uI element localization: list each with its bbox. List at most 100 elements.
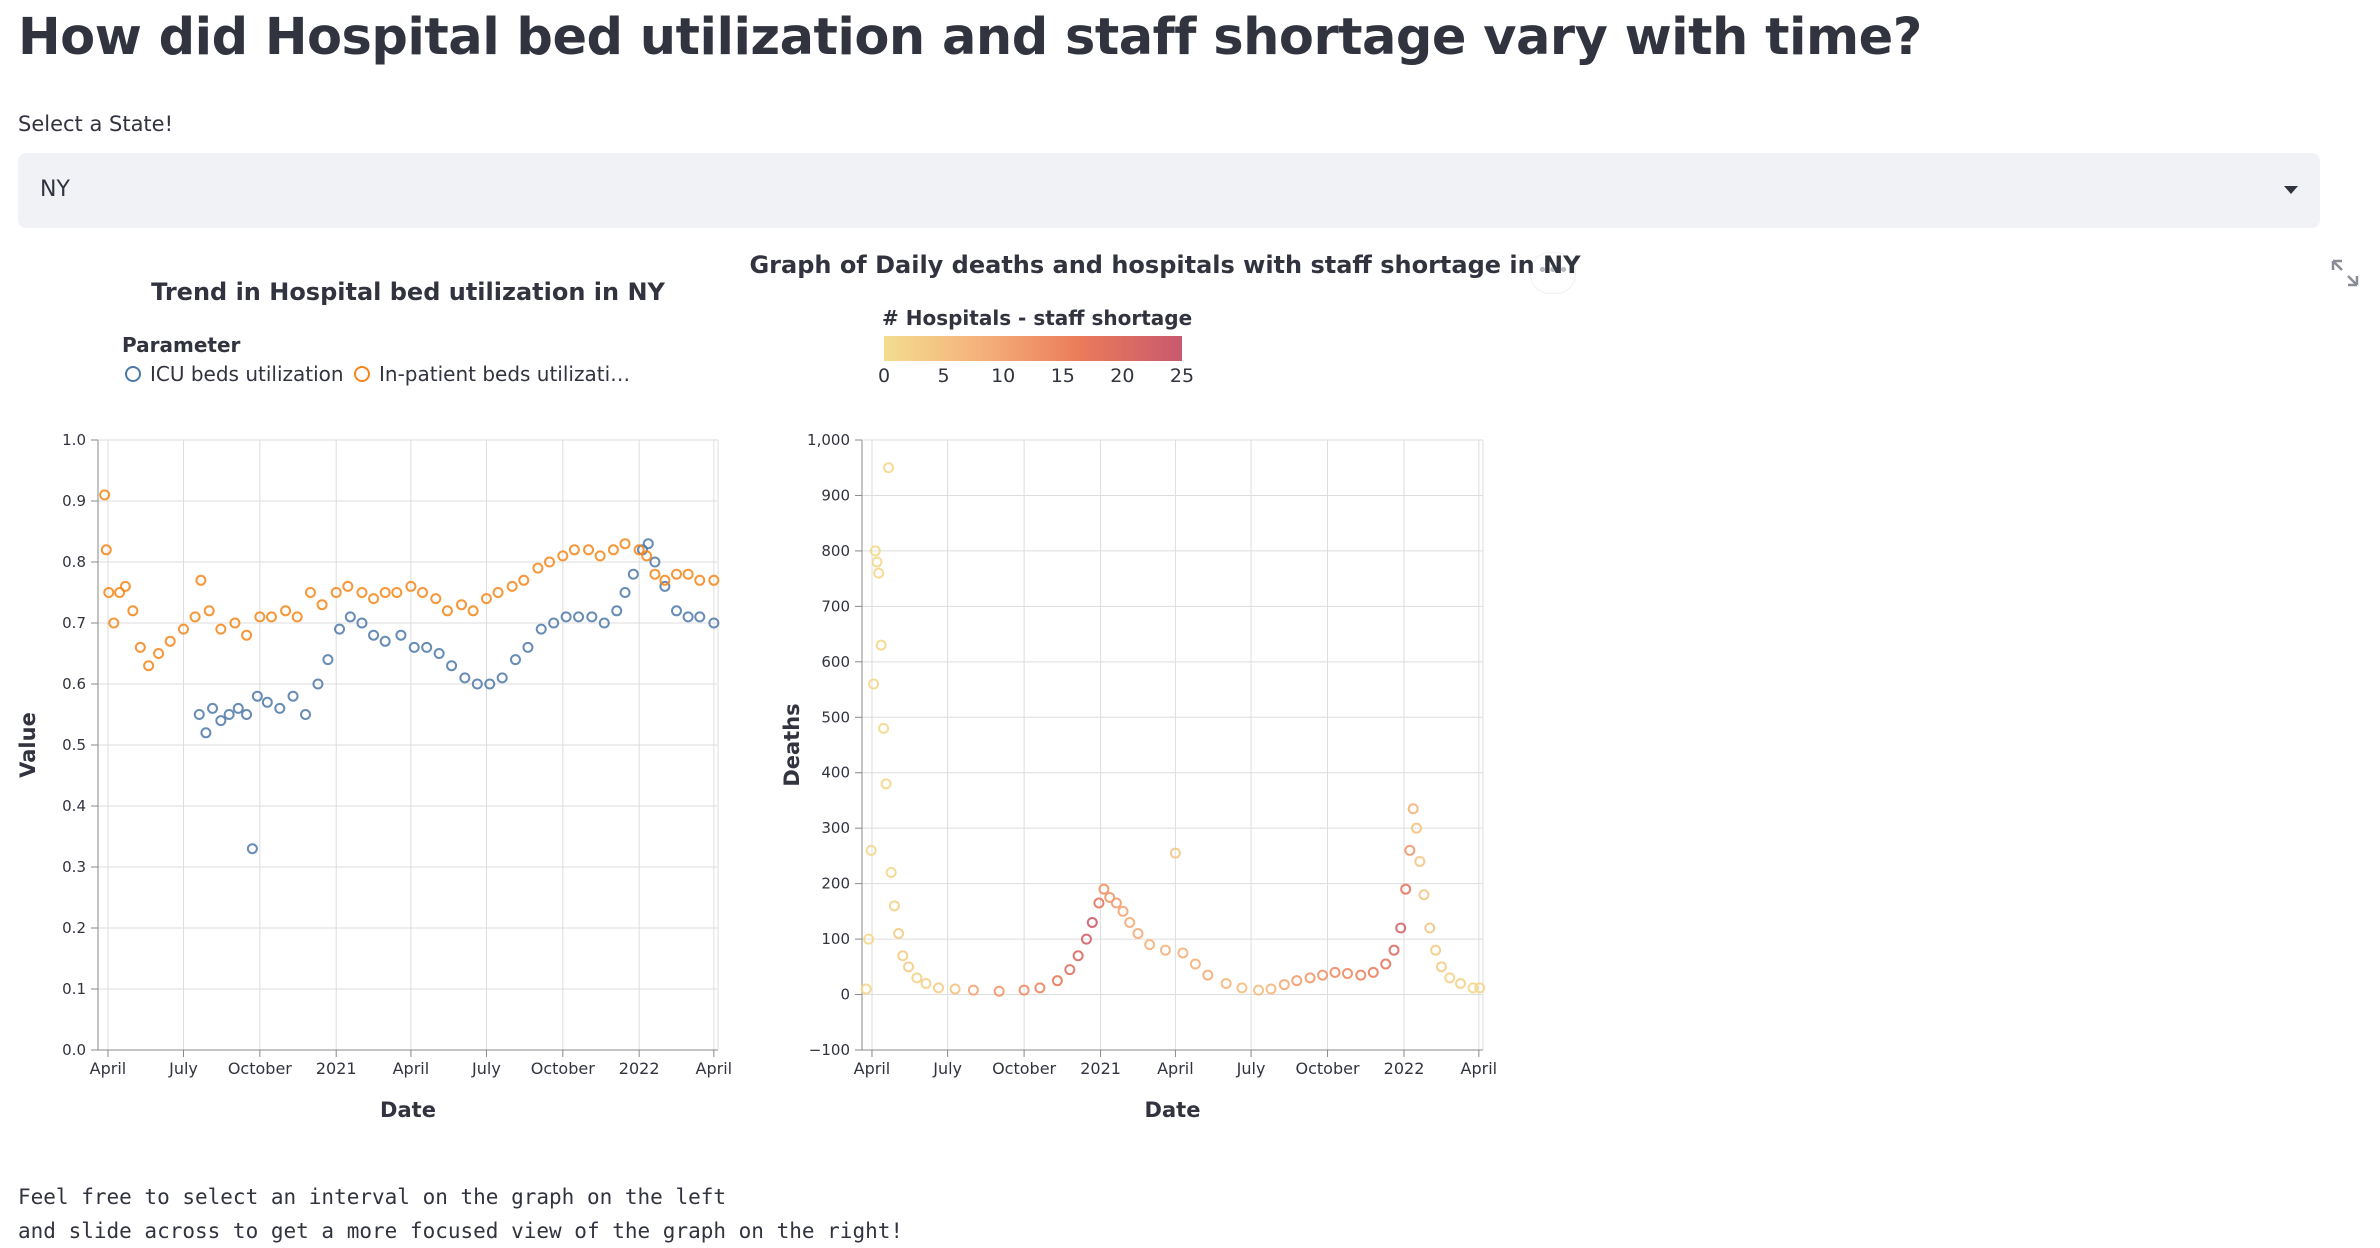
data-point <box>1317 969 1329 981</box>
data-point <box>878 722 890 734</box>
data-point <box>342 580 354 592</box>
data-point <box>888 900 900 912</box>
data-point <box>873 567 885 579</box>
x-tick-label: July <box>1236 1059 1266 1078</box>
data-point <box>496 672 508 684</box>
data-point <box>506 580 518 592</box>
data-point <box>893 928 905 940</box>
x-tick-label: April <box>90 1059 127 1078</box>
data-point <box>993 985 1005 997</box>
x-tick-label: October <box>228 1059 292 1078</box>
x-tick-label: October <box>531 1059 595 1078</box>
data-point <box>1278 979 1290 991</box>
data-point <box>1072 950 1084 962</box>
data-point <box>932 982 944 994</box>
data-point <box>1051 975 1063 987</box>
data-point <box>153 648 165 659</box>
x-tick-label: 2022 <box>619 1059 660 1078</box>
data-point <box>1435 961 1447 973</box>
data-point <box>682 611 694 623</box>
x-tick-label: April <box>1157 1059 1194 1078</box>
data-point <box>134 641 146 653</box>
data-point <box>659 574 671 586</box>
data-point <box>215 623 227 635</box>
data-point <box>1430 944 1442 956</box>
data-point <box>671 568 683 580</box>
chart-2: −100 0 100 200 300 400 500 600 700 800 900 1,000 Apr… <box>780 431 1497 1122</box>
data-point <box>518 574 530 586</box>
x-tick-label: October <box>992 1059 1056 1078</box>
data-point <box>223 709 235 720</box>
data-point <box>865 844 877 856</box>
data-point <box>920 977 932 989</box>
data-point <box>99 489 111 501</box>
y-tick-label: 0.2 <box>62 919 86 937</box>
data-point <box>299 709 311 720</box>
y-tick-label: 1.0 <box>62 431 86 449</box>
data-point <box>1018 984 1030 996</box>
data-point <box>911 972 923 984</box>
footer-note: Feel free to select an interval on the g… <box>18 1180 903 1248</box>
data-point <box>1132 928 1144 940</box>
y-tick-label: 0.9 <box>62 492 86 510</box>
data-point <box>860 983 872 995</box>
data-point <box>251 690 263 702</box>
data-point <box>368 593 380 605</box>
data-point <box>1177 947 1189 959</box>
data-point <box>287 690 299 702</box>
color-legend-tick-label: 15 <box>1051 365 1075 387</box>
data-point <box>1341 967 1353 979</box>
y-tick-label: 100 <box>821 930 850 948</box>
data-point <box>1159 944 1171 956</box>
legend-label: ICU beds utilization <box>150 362 344 386</box>
data-point <box>1291 975 1303 987</box>
data-point <box>304 587 316 598</box>
fullscreen-expand-icon[interactable] <box>2330 258 2360 288</box>
data-point <box>395 629 407 641</box>
data-point <box>544 556 556 568</box>
data-point <box>108 617 120 629</box>
data-point <box>1467 982 1479 994</box>
data-point <box>1124 916 1136 928</box>
data-point <box>344 611 356 623</box>
data-point <box>322 654 334 666</box>
data-point <box>456 599 468 611</box>
color-legend-tick-label: 0 <box>878 365 890 387</box>
chevron-down-icon <box>2284 186 2298 194</box>
data-point <box>280 605 292 617</box>
page-title: How did Hospital bed utilization and sta… <box>18 8 1922 67</box>
data-point <box>480 593 492 605</box>
data-point <box>641 550 653 562</box>
x-axis-title: Date <box>1145 1098 1201 1122</box>
data-point <box>532 562 544 574</box>
ellipsis-icon[interactable]: ••• <box>1530 252 1576 294</box>
data-point <box>627 568 639 580</box>
data-point <box>229 617 241 629</box>
data-point <box>619 538 631 550</box>
y-tick-label: 0.0 <box>62 1041 86 1059</box>
data-point <box>246 843 258 855</box>
state-select-label: Select a State! <box>18 112 174 136</box>
color-legend-tick-label: 25 <box>1170 365 1194 387</box>
data-point <box>484 678 496 690</box>
data-point <box>659 580 671 592</box>
data-point <box>548 617 560 629</box>
legend-symbol <box>354 366 370 382</box>
data-point <box>885 867 897 879</box>
data-point <box>193 709 205 720</box>
y-tick-label: −100 <box>809 1041 850 1059</box>
data-point <box>274 702 286 714</box>
x-axis-title: Date <box>380 1098 436 1122</box>
data-point <box>1400 883 1412 895</box>
data-point <box>215 715 227 727</box>
state-select[interactable]: NY <box>18 153 2320 228</box>
data-point <box>195 574 207 586</box>
y-tick-label: 0.5 <box>62 736 86 754</box>
data-point <box>492 587 504 598</box>
data-point <box>1144 939 1156 951</box>
data-point <box>583 544 595 556</box>
y-axis-title: Deaths <box>780 703 804 786</box>
footer-line-2: and slide across to get a more focused v… <box>18 1219 904 1243</box>
y-tick-label: 400 <box>821 764 850 782</box>
